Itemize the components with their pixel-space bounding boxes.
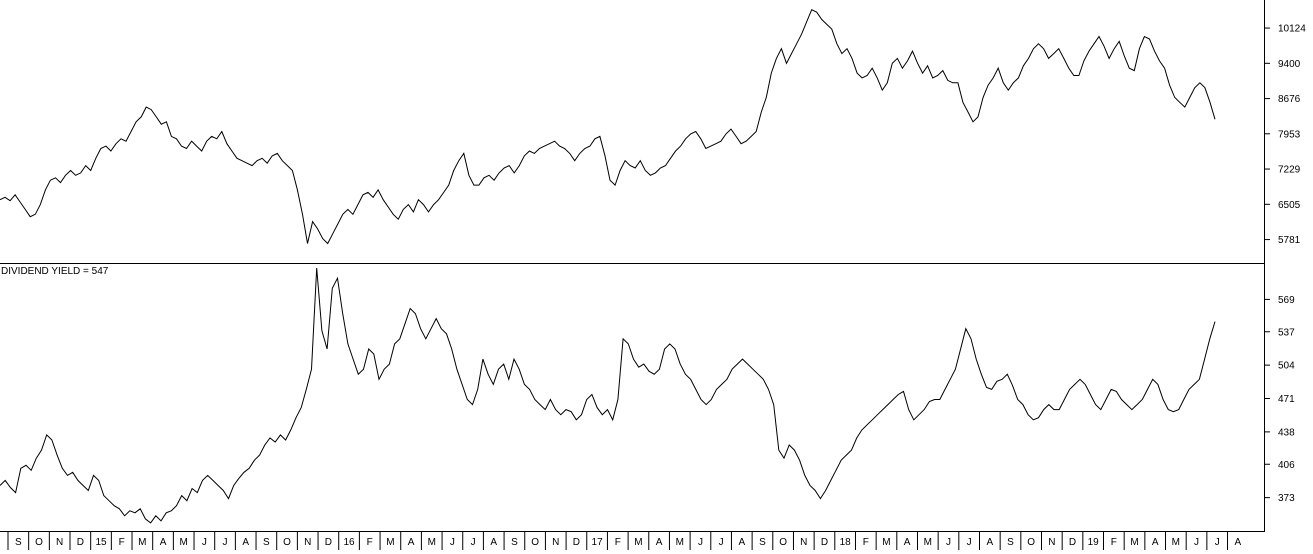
y-tick-label: 9400 — [1278, 59, 1301, 70]
x-tick-label: M — [924, 537, 932, 548]
dividend-yield-series-line — [0, 267, 1216, 524]
x-tick-label: F — [119, 537, 125, 548]
x-tick-label: F — [1111, 537, 1117, 548]
x-tick-label: M — [386, 537, 394, 548]
x-tick-label: M — [634, 537, 642, 548]
y-tick-label: 6505 — [1278, 200, 1301, 211]
y-tick-label: 504 — [1278, 361, 1295, 372]
x-tick-label: O — [283, 537, 291, 548]
x-tick-label: S — [263, 537, 270, 548]
y-tick-label: 406 — [1278, 460, 1295, 471]
x-tick-label: N — [800, 537, 807, 548]
x-tick-label: M — [1172, 537, 1180, 548]
x-tick-label: J — [450, 537, 455, 548]
y-tick-label: 5781 — [1278, 235, 1301, 246]
x-tick-label: S — [759, 537, 766, 548]
x-tick-label: A — [490, 537, 497, 548]
y-tick-label: 569 — [1278, 295, 1295, 306]
x-tick-label: A — [738, 537, 745, 548]
price-chart-panel: 10124 9400 8676 7953 7229 6505 5781 — [0, 9, 1306, 246]
y-tick-label: 537 — [1278, 327, 1295, 338]
dividend-yield-panel: 569 537 504 471 438 406 373 — [0, 267, 1295, 524]
x-tick-label: J — [471, 537, 476, 548]
x-tick-label: D — [325, 537, 332, 548]
x-tick-label: J — [698, 537, 703, 548]
x-tick-label: D — [821, 537, 828, 548]
x-tick-label: S — [511, 537, 518, 548]
x-tick-label: M — [1130, 537, 1138, 548]
x-tick-label: J — [1215, 537, 1220, 548]
x-tick-label: J — [967, 537, 972, 548]
x-tick-label: A — [1152, 537, 1159, 548]
x-axis: S O N D 15 F M A M J J A S O N D 16 F M A M J J A S O N D 17 F M A M J J A S… — [7, 532, 1242, 550]
x-tick-label: F — [367, 537, 373, 548]
x-tick-label: O — [1027, 537, 1035, 548]
y-tick-label: 7229 — [1278, 165, 1301, 176]
x-tick-label: M — [882, 537, 890, 548]
x-tick-label: N — [304, 537, 311, 548]
x-tick-label: N — [56, 537, 63, 548]
x-tick-label: O — [531, 537, 539, 548]
y-tick-label: 438 — [1278, 427, 1295, 438]
x-tick-label: D — [573, 537, 580, 548]
price-series-line — [0, 9, 1216, 245]
x-tick-label: F — [615, 537, 621, 548]
x-tick-label: A — [904, 537, 911, 548]
x-tick-label: A — [1235, 537, 1242, 548]
y-tick-label: 471 — [1278, 394, 1295, 405]
y-tick-label: 8676 — [1278, 94, 1301, 105]
x-tick-label: M — [428, 537, 436, 548]
dividend-yield-y-axis: 569 537 504 471 438 406 373 — [1264, 295, 1295, 504]
x-tick-label: J — [719, 537, 724, 548]
x-tick-label: D — [1069, 537, 1076, 548]
y-tick-label: 373 — [1278, 493, 1295, 504]
x-tick-label: 19 — [1088, 537, 1100, 548]
x-tick-label: S — [15, 537, 22, 548]
x-tick-label: J — [946, 537, 951, 548]
y-tick-label: 10124 — [1278, 24, 1306, 35]
x-tick-label: A — [242, 537, 249, 548]
x-tick-label: J — [223, 537, 228, 548]
x-tick-label: D — [77, 537, 84, 548]
x-tick-label: 17 — [592, 537, 604, 548]
y-tick-label: 7953 — [1278, 129, 1301, 140]
x-tick-label: O — [779, 537, 787, 548]
x-tick-label: M — [676, 537, 684, 548]
price-y-axis: 10124 9400 8676 7953 7229 6505 5781 — [1264, 24, 1306, 246]
x-tick-label: S — [1007, 537, 1014, 548]
dividend-yield-label: DIVIDEND YIELD = 547 — [1, 266, 109, 277]
x-tick-label: M — [138, 537, 146, 548]
x-tick-label: J — [202, 537, 207, 548]
x-tick-label: 18 — [840, 537, 852, 548]
x-tick-label: N — [552, 537, 559, 548]
x-tick-label: 16 — [343, 537, 355, 548]
x-tick-label: O — [35, 537, 43, 548]
x-tick-label: A — [160, 537, 167, 548]
x-tick-label: 15 — [95, 537, 107, 548]
x-tick-label: J — [1194, 537, 1199, 548]
x-tick-label: A — [408, 537, 415, 548]
x-tick-label: F — [863, 537, 869, 548]
x-tick-label: A — [986, 537, 993, 548]
x-tick-label: M — [180, 537, 188, 548]
x-tick-label: A — [656, 537, 663, 548]
x-tick-label: N — [1048, 537, 1055, 548]
